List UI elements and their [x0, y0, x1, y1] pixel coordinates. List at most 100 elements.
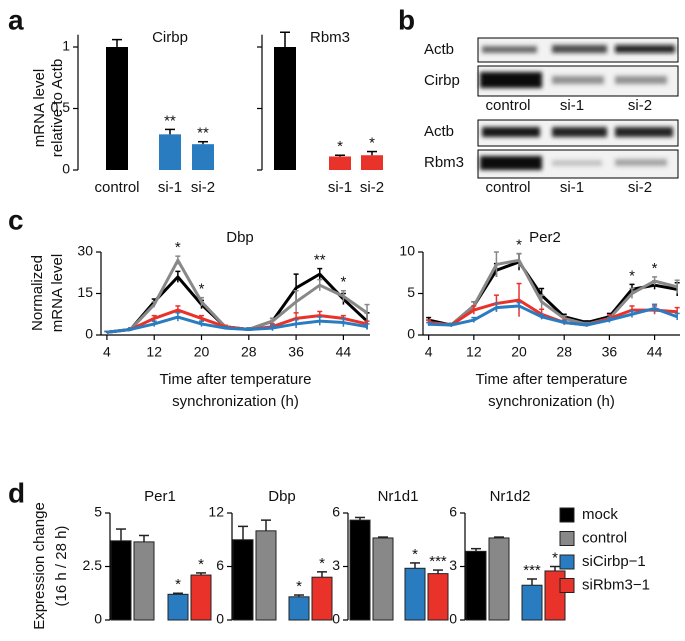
legend-label: mock	[582, 506, 618, 523]
x-tick-label: si-1	[158, 179, 182, 196]
blot-2: Actb Rbm3 control si-1 si-2	[424, 119, 679, 196]
y-axis-label: relative to Actb	[49, 59, 66, 157]
panel-label: c	[8, 204, 24, 235]
blot-lane-label: si-1	[560, 97, 584, 114]
x-tick-label: 44	[336, 344, 352, 360]
bar	[274, 47, 296, 170]
significance: *	[198, 556, 204, 573]
blot-row-label: Cirbp	[424, 72, 460, 89]
bar	[232, 539, 254, 621]
y-tick-label: 10	[399, 243, 415, 259]
y-tick-label: 15	[77, 284, 93, 300]
y-axis-label: mRNA level	[31, 69, 48, 147]
y-tick-label: 0	[62, 161, 70, 177]
legend-swatch	[559, 531, 575, 546]
chart-title: Nr1d2	[490, 488, 531, 505]
x-tick-label: 28	[556, 344, 572, 360]
blot-row-label: Rbm3	[424, 154, 464, 171]
legend-swatch	[559, 507, 575, 523]
significance: *	[199, 281, 205, 298]
bands	[480, 156, 667, 170]
y-tick-label: 0	[332, 611, 340, 627]
y-tick-label: 0	[85, 326, 93, 342]
significance: **	[164, 112, 176, 129]
y-tick-label: 0	[216, 611, 224, 627]
y-tick-label: 2.5	[83, 557, 103, 573]
significance: *	[340, 274, 346, 291]
bar	[192, 144, 214, 170]
bar	[159, 134, 181, 170]
y-tick-label: 6	[216, 557, 224, 573]
bar	[110, 540, 132, 621]
blot-lane-label: si-2	[628, 97, 652, 114]
y-tick-label: 1	[62, 38, 70, 54]
x-tick-label: 4	[425, 344, 433, 360]
bar	[521, 584, 543, 621]
y-tick-label: 0.5	[51, 99, 71, 115]
bands	[482, 45, 675, 53]
bar	[404, 567, 426, 621]
bar	[427, 573, 449, 621]
bar	[372, 537, 394, 621]
significance: *	[629, 267, 635, 284]
y-axis-label: mRNA level	[49, 254, 66, 332]
significance: ***	[523, 562, 541, 579]
blot-lane-label: control	[485, 97, 530, 114]
chart-title: Rbm3	[310, 29, 350, 46]
panel-label: a	[8, 4, 24, 35]
bar	[133, 541, 155, 621]
line	[428, 304, 678, 327]
significance: *	[337, 138, 343, 155]
line	[428, 258, 678, 327]
y-axis-label: Expression change	[31, 502, 48, 630]
x-axis-label: synchronization (h)	[172, 393, 299, 410]
significance: **	[314, 252, 326, 269]
y-tick-label: 0	[449, 611, 457, 627]
x-tick-label: 36	[602, 344, 618, 360]
significance: ***	[429, 553, 447, 570]
bar	[167, 593, 189, 621]
blot-row-label: Actb	[424, 41, 454, 58]
x-tick-label: 4	[103, 344, 111, 360]
blot-lane-label: si-1	[560, 179, 584, 196]
x-axis-label: Time after temperature	[476, 371, 628, 388]
significance: *	[175, 576, 181, 593]
chart-title: Per2	[529, 229, 561, 246]
y-tick-label: 12	[208, 504, 224, 520]
bar	[349, 519, 371, 621]
x-tick-label: 28	[241, 344, 257, 360]
y-tick-label: 0	[407, 326, 415, 342]
chart-title: Nr1d1	[378, 488, 419, 505]
y-tick-label: 6	[332, 504, 340, 520]
bands	[482, 127, 673, 137]
bar	[311, 576, 333, 621]
y-tick-label: 5	[94, 504, 102, 520]
chart-title: Per1	[144, 488, 176, 505]
panel-label: b	[398, 4, 415, 35]
legend-swatch	[559, 554, 575, 570]
significance: **	[197, 125, 209, 142]
legend-label: siRbm3−1	[582, 576, 650, 593]
x-tick-label: 44	[647, 344, 663, 360]
significance: *	[175, 239, 181, 256]
blot-1: Actb Cirbp control si-1 si-2	[424, 37, 679, 114]
y-tick-label: 3	[332, 557, 340, 573]
bar	[288, 596, 310, 621]
legend-label: control	[582, 529, 627, 546]
blot-lane-label: control	[485, 179, 530, 196]
significance: *	[516, 237, 522, 254]
y-tick-label: 5	[407, 284, 415, 300]
x-tick-label: control	[94, 179, 139, 196]
y-tick-label: 3	[449, 557, 457, 573]
x-tick-label: 20	[194, 344, 210, 360]
y-axis-label: Normalized	[29, 255, 46, 331]
x-axis-label: Time after temperature	[160, 371, 312, 388]
x-tick-label: si-1	[328, 179, 352, 196]
x-tick-label: 12	[466, 344, 482, 360]
y-tick-label: 30	[77, 243, 93, 259]
chart-title: Dbp	[226, 229, 254, 246]
x-tick-label: 20	[511, 344, 527, 360]
bar	[488, 537, 510, 621]
bar	[361, 155, 383, 170]
